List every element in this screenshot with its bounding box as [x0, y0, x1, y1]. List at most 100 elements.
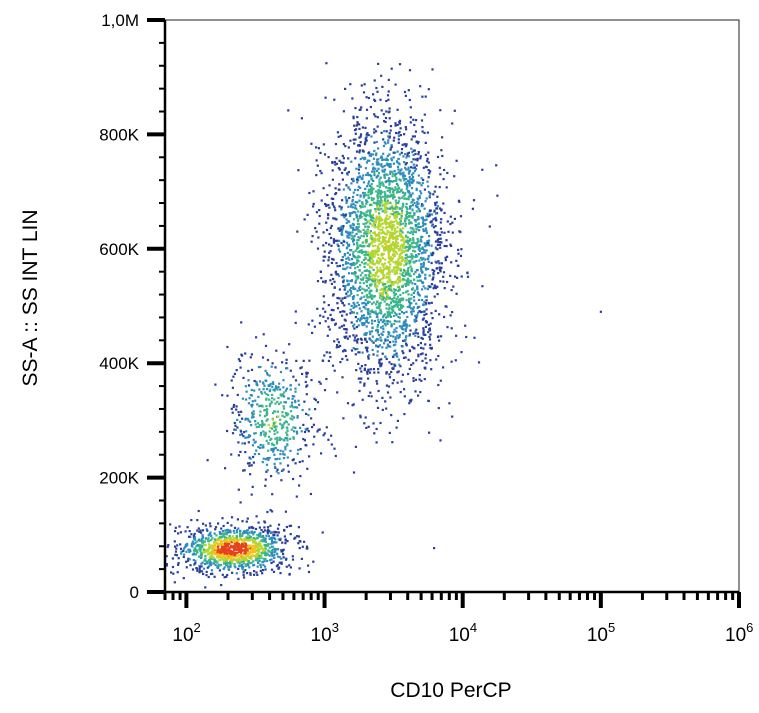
data-point [276, 436, 279, 439]
data-point [252, 416, 255, 419]
data-point [286, 429, 289, 432]
data-point [340, 225, 343, 228]
data-point [248, 462, 251, 465]
data-point [425, 229, 428, 232]
data-point [258, 559, 261, 562]
data-point [233, 531, 236, 535]
data-point [367, 274, 370, 277]
data-point [252, 410, 255, 413]
data-point [273, 398, 276, 401]
data-point [389, 234, 393, 237]
data-point [336, 296, 339, 300]
data-point [363, 295, 366, 298]
data-point [249, 572, 252, 575]
data-point [371, 319, 374, 322]
data-point [290, 401, 294, 404]
data-point [331, 169, 334, 172]
data-point [367, 377, 370, 380]
data-point [382, 203, 385, 206]
data-point [443, 287, 446, 290]
data-point [176, 571, 179, 574]
data-point [360, 310, 363, 313]
data-point [373, 319, 376, 323]
data-point [412, 310, 415, 313]
data-point [408, 191, 411, 194]
data-point [249, 356, 252, 359]
data-point [357, 324, 360, 327]
data-point [264, 369, 267, 372]
data-point [376, 199, 379, 202]
data-point [244, 352, 247, 355]
data-point [418, 273, 421, 276]
data-point [369, 368, 372, 371]
data-point [336, 265, 339, 268]
data-point [183, 553, 186, 556]
data-point [230, 546, 233, 549]
data-point [399, 277, 402, 280]
data-point [402, 292, 405, 295]
data-point [276, 410, 279, 413]
data-point [400, 248, 403, 251]
data-point [284, 445, 287, 448]
data-point [404, 177, 407, 180]
data-point [456, 276, 459, 279]
data-point [377, 227, 380, 230]
data-point [389, 341, 392, 344]
data-point [204, 586, 207, 589]
data-point [365, 333, 368, 336]
data-point [226, 549, 229, 552]
data-point [390, 325, 393, 328]
data-point [388, 181, 391, 184]
data-point [292, 375, 295, 378]
data-point [420, 269, 423, 272]
data-point [417, 353, 420, 356]
data-point [251, 547, 254, 551]
data-point [275, 470, 278, 473]
data-point [215, 560, 218, 563]
data-point [250, 561, 253, 564]
data-point [380, 223, 383, 226]
data-point [214, 528, 217, 531]
data-point [318, 214, 321, 218]
data-point [365, 200, 368, 203]
data-point [386, 314, 389, 318]
data-point [367, 196, 370, 199]
data-point [414, 130, 417, 133]
data-point [407, 190, 410, 193]
data-point [393, 136, 396, 139]
data-point [266, 358, 269, 362]
data-point [403, 388, 406, 391]
data-point [401, 257, 404, 260]
data-point [239, 433, 242, 436]
data-point [319, 169, 322, 173]
data-point [323, 153, 327, 156]
data-point [324, 320, 327, 323]
data-point [403, 179, 406, 182]
data-point [237, 527, 240, 530]
data-point [394, 122, 397, 125]
data-point [397, 212, 400, 215]
data-point [403, 174, 407, 177]
data-point [363, 262, 366, 265]
data-point [229, 565, 232, 568]
data-point [272, 424, 275, 428]
data-point [254, 423, 257, 426]
data-point [356, 227, 359, 230]
data-point [214, 544, 217, 547]
data-point [286, 444, 289, 447]
data-point [403, 161, 406, 164]
data-point [394, 262, 397, 265]
data-point [251, 485, 254, 488]
data-point [362, 174, 365, 177]
data-point [343, 310, 346, 313]
data-point [213, 550, 216, 553]
data-point [364, 225, 367, 228]
data-point [439, 173, 442, 176]
data-point [369, 391, 372, 394]
data-point [278, 436, 281, 439]
data-point [437, 272, 440, 275]
data-point [390, 363, 393, 366]
data-point [237, 454, 240, 457]
data-point [251, 403, 254, 406]
data-point [237, 577, 240, 580]
